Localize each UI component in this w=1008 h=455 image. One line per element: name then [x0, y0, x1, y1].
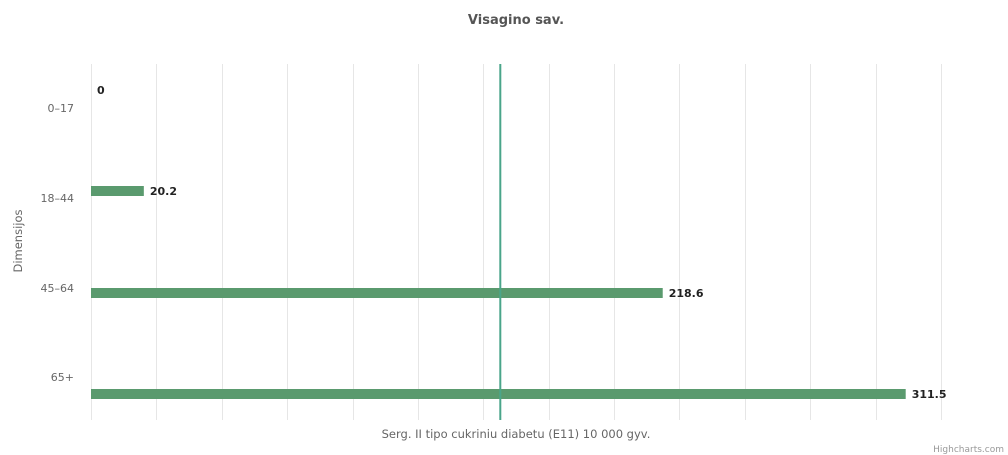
y-category-1: 18–44 [41, 192, 75, 205]
data-label-1: 20.2 [150, 185, 177, 198]
y-category-3: 65+ [51, 371, 74, 384]
bar-series [91, 186, 906, 399]
bar-3 [91, 389, 906, 399]
gridlines [91, 64, 942, 420]
credits-link[interactable]: Highcharts.com [933, 445, 1004, 455]
bar-2 [91, 288, 663, 298]
data-label-0: 0 [97, 84, 105, 97]
x-axis-title: Serg. II tipo cukriniu diabetu (E11) 10 … [382, 427, 651, 441]
data-label-2: 218.6 [669, 287, 704, 300]
y-category-2: 45–64 [41, 282, 75, 295]
y-category-0: 0–17 [48, 102, 75, 115]
y-axis-title: Dimensijos [11, 209, 25, 272]
chart-title: Visagino sav. [468, 13, 564, 28]
y-axis-categories: 0–17 18–44 45–64 65+ [41, 102, 75, 384]
data-labels: 0 20.2 218.6 311.5 [97, 84, 946, 401]
bar-1 [91, 186, 144, 196]
data-label-3: 311.5 [912, 388, 947, 401]
